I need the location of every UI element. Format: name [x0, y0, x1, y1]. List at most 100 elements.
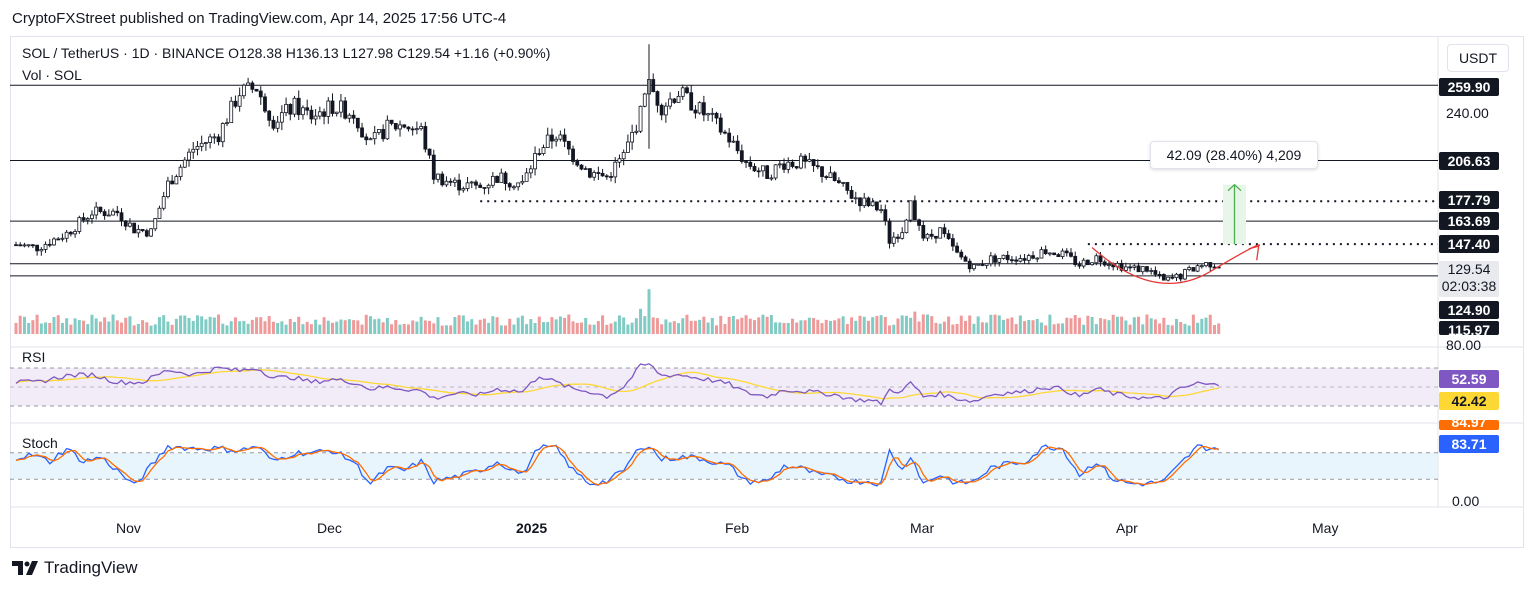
- volume-bar: [390, 324, 394, 334]
- price-chart[interactable]: [10, 36, 1524, 548]
- volume-bar: [609, 323, 613, 334]
- candle-body: [946, 233, 951, 239]
- volume-bar: [478, 319, 482, 334]
- candle-body: [685, 87, 689, 94]
- candle-body: [790, 161, 795, 167]
- candle-body: [1161, 274, 1166, 281]
- candle-body: [1014, 259, 1019, 262]
- candle-body: [929, 233, 934, 237]
- volume-bar: [200, 316, 204, 334]
- x-label-dec: Dec: [317, 520, 342, 536]
- candle-body: [993, 255, 997, 263]
- candle-body: [841, 182, 846, 184]
- candle-body: [182, 159, 187, 168]
- candle-body: [752, 166, 757, 172]
- volume-bar: [1166, 324, 1170, 334]
- volume-bar: [630, 322, 634, 334]
- volume-bar: [799, 320, 803, 334]
- volume-bar: [554, 319, 558, 334]
- volume-bar: [293, 322, 297, 334]
- volume-bar: [466, 321, 470, 334]
- stoch-d-line: [15, 445, 1219, 486]
- candle-body: [317, 111, 322, 117]
- candle-body: [157, 207, 162, 219]
- candle-body: [668, 98, 672, 107]
- price-label-115: 115.97: [1439, 321, 1499, 335]
- volume-bar: [157, 317, 161, 334]
- candle-body: [360, 127, 364, 138]
- volume-bar: [14, 322, 18, 334]
- candle-body: [972, 264, 976, 270]
- volume-bar: [73, 318, 77, 334]
- candle-body: [672, 98, 677, 103]
- volume-bar: [563, 317, 567, 334]
- price-label-163: 163.69: [1439, 212, 1499, 230]
- volume-bar: [647, 289, 651, 334]
- candle-body: [1052, 252, 1057, 255]
- volume-bar: [187, 318, 191, 334]
- volume-bar: [280, 321, 284, 334]
- candle-body: [486, 184, 491, 189]
- volume-bar: [643, 316, 647, 334]
- candle-body: [1204, 262, 1208, 267]
- candle-body: [237, 95, 242, 107]
- x-label-2025: 2025: [516, 520, 548, 536]
- candle-body: [166, 180, 170, 198]
- volume-bar: [1124, 320, 1128, 334]
- volume-bar: [347, 319, 351, 334]
- volume-bar: [377, 318, 381, 334]
- volume-bar: [567, 314, 571, 334]
- rsi-value-badge: 52.59: [1439, 370, 1499, 388]
- volume-bar: [356, 320, 360, 334]
- candle-body: [393, 123, 398, 130]
- candle-body: [621, 152, 626, 160]
- x-label-may: May: [1312, 520, 1339, 536]
- bar-countdown: 02:03:38: [1441, 278, 1497, 294]
- volume-bar: [1077, 317, 1081, 334]
- volume-bar: [208, 316, 212, 334]
- candle-body: [659, 104, 664, 116]
- rsi-label: RSI: [22, 349, 46, 365]
- volume-bar: [255, 317, 259, 334]
- candle-body: [1187, 267, 1192, 270]
- volume-bar: [1082, 324, 1086, 334]
- candle-body: [1064, 250, 1069, 254]
- rsi-ma-badge: 42.42: [1439, 392, 1499, 410]
- candle-body: [870, 201, 875, 207]
- candle-body: [60, 237, 65, 240]
- candle-body: [199, 142, 204, 147]
- volume-bar: [115, 320, 119, 334]
- volume-bar: [736, 319, 740, 334]
- footer-brand: TradingView: [44, 558, 138, 577]
- candle-body: [153, 218, 158, 230]
- candle-body: [739, 150, 744, 162]
- candle-body: [419, 126, 424, 130]
- volume-bar: [1217, 323, 1221, 334]
- candle-body: [600, 172, 605, 177]
- candle-body: [1123, 266, 1128, 271]
- candle-body: [461, 188, 466, 191]
- volume-bar: [98, 321, 102, 334]
- candle-body: [925, 233, 930, 239]
- volume-bar: [622, 317, 626, 334]
- volume-bar: [850, 317, 854, 334]
- candle-body: [30, 244, 35, 247]
- measure-label: 42.09 (28.40%) 4,209: [1150, 141, 1318, 169]
- volume-bar: [715, 325, 719, 334]
- candle-body: [144, 230, 149, 237]
- volume-bar: [318, 324, 322, 334]
- candle-body: [782, 163, 786, 170]
- chart-frame: [10, 36, 1524, 548]
- currency-button[interactable]: USDT: [1447, 44, 1509, 72]
- volume-bar: [757, 317, 761, 334]
- volume-bar: [1094, 324, 1098, 334]
- candle-body: [701, 102, 706, 116]
- volume-bar: [1052, 324, 1056, 334]
- volume-bar: [719, 315, 723, 334]
- candle-body: [389, 119, 394, 124]
- candle-body: [1085, 259, 1090, 266]
- volume-bar: [339, 319, 343, 334]
- tradingview-footer[interactable]: TradingView: [12, 558, 138, 578]
- volume-bar: [1145, 314, 1149, 334]
- volume-bar: [259, 317, 263, 334]
